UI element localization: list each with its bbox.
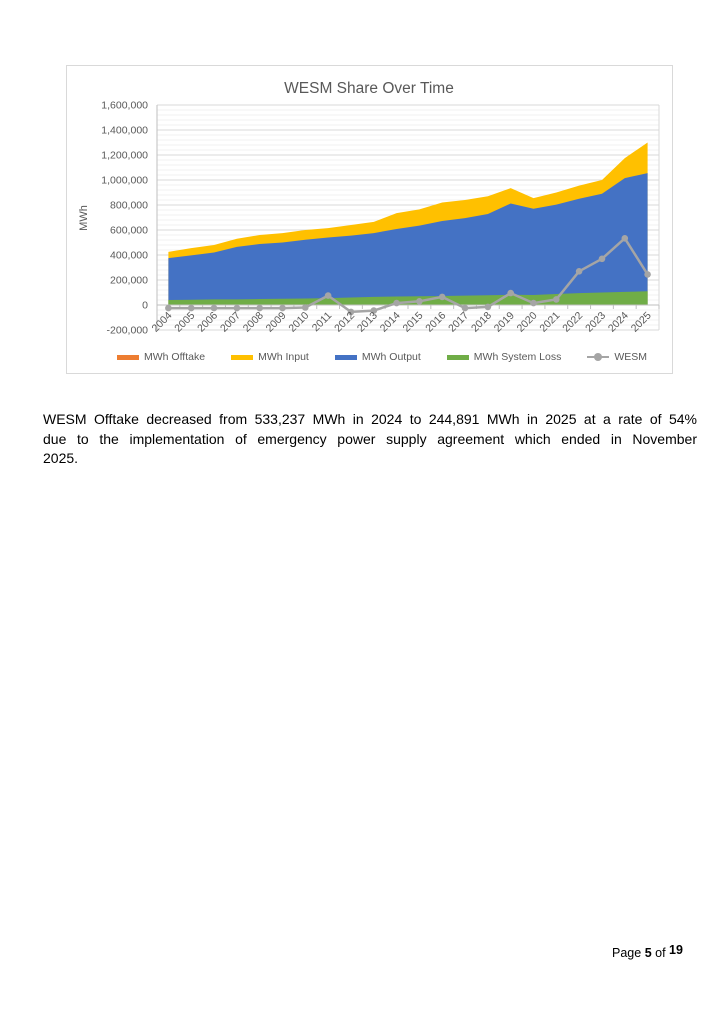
svg-text:2020: 2020 bbox=[515, 310, 540, 335]
wesm-marker bbox=[393, 299, 400, 307]
svg-text:-200,000: -200,000 bbox=[107, 325, 149, 337]
legend-label: MWh System Loss bbox=[473, 351, 562, 363]
svg-text:2022: 2022 bbox=[560, 310, 585, 335]
page-number-prefix: Page bbox=[612, 946, 642, 960]
svg-text:2008: 2008 bbox=[241, 310, 266, 335]
svg-text:2010: 2010 bbox=[286, 310, 311, 335]
svg-text:2025: 2025 bbox=[629, 310, 654, 335]
svg-text:1,400,000: 1,400,000 bbox=[101, 125, 148, 137]
svg-text:2017: 2017 bbox=[446, 310, 471, 335]
wesm-marker bbox=[461, 304, 469, 312]
paragraph-line: due to the implementation of emergency p… bbox=[43, 430, 697, 447]
svg-text:2014: 2014 bbox=[378, 310, 403, 335]
page-number-of: of bbox=[655, 946, 666, 960]
wesm-marker bbox=[416, 298, 423, 305]
svg-text:1,600,000: 1,600,000 bbox=[101, 100, 148, 112]
paragraph-line: 2025. bbox=[43, 450, 79, 466]
legend-item-mwh-output: MWh Output bbox=[334, 351, 421, 363]
y-axis-tick-labels: 1,600,000 1,400,000 1,200,000 1,000,000 800,… bbox=[101, 100, 148, 337]
page-number: Page 5 of 19 bbox=[612, 943, 683, 960]
wesm-marker bbox=[553, 296, 560, 303]
total-page-number: 19 bbox=[669, 943, 683, 957]
legend-item-mwh-input: MWh Input bbox=[231, 351, 309, 363]
wesm-marker bbox=[187, 304, 195, 312]
system-loss-swatch-icon bbox=[446, 354, 469, 360]
wesm-marker bbox=[438, 293, 446, 301]
wesm-line-series bbox=[165, 235, 651, 316]
paragraph-line: WESM Offtake decreased from 533,237 MWh … bbox=[43, 411, 697, 427]
y-axis-title: MWh bbox=[78, 205, 90, 231]
wesm-marker bbox=[302, 304, 309, 311]
legend-item-mwh-offtake: MWh Offtake bbox=[117, 351, 205, 363]
svg-text:1,200,000: 1,200,000 bbox=[101, 150, 148, 162]
legend-item-mwh-system-loss: MWh System Loss bbox=[446, 351, 562, 363]
svg-text:2024: 2024 bbox=[606, 310, 631, 335]
wesm-marker bbox=[370, 307, 378, 314]
stacked-area-series bbox=[168, 142, 648, 305]
x-axis-tick-labels: 2004200520062007200820092010201120122013… bbox=[150, 310, 654, 335]
wesm-marker bbox=[507, 289, 514, 297]
input-swatch-icon bbox=[231, 354, 254, 360]
svg-text:2004: 2004 bbox=[150, 310, 175, 335]
legend-label: MWh Offtake bbox=[144, 351, 206, 363]
wesm-marker bbox=[233, 304, 241, 312]
svg-text:1,000,000: 1,000,000 bbox=[101, 175, 148, 187]
svg-text:2009: 2009 bbox=[264, 310, 289, 335]
wesm-line-swatch-icon bbox=[587, 352, 610, 361]
legend-item-wesm: WESM bbox=[587, 351, 647, 363]
svg-text:400,000: 400,000 bbox=[110, 250, 148, 262]
legend-label: MWh Input bbox=[258, 351, 309, 363]
body-paragraph: WESM Offtake decreased from 533,237 MWh … bbox=[43, 410, 697, 469]
output-swatch-icon bbox=[334, 354, 357, 360]
wesm-share-chart: WESM Share Over Time 1,600,000 1,400,000 1… bbox=[66, 65, 673, 374]
svg-text:2021: 2021 bbox=[537, 310, 562, 335]
chart-canvas: WESM Share Over Time 1,600,0001,400,0001… bbox=[78, 80, 660, 337]
axis-lines bbox=[156, 105, 660, 330]
svg-text:2018: 2018 bbox=[469, 310, 494, 335]
wesm-marker bbox=[210, 304, 218, 312]
chart-legend: MWh Offtake MWh Input MWh Output MWh Sys… bbox=[67, 348, 672, 366]
svg-text:600,000: 600,000 bbox=[110, 225, 148, 237]
wesm-marker bbox=[575, 268, 583, 275]
wesm-marker bbox=[256, 304, 263, 312]
area-mwh-output bbox=[168, 173, 648, 305]
wesm-marker bbox=[279, 304, 286, 312]
svg-text:2015: 2015 bbox=[401, 310, 426, 335]
wesm-marker bbox=[644, 271, 651, 278]
svg-text:2016: 2016 bbox=[423, 310, 448, 335]
svg-text:800,000: 800,000 bbox=[110, 200, 148, 212]
wesm-marker bbox=[165, 304, 172, 312]
svg-text:2013: 2013 bbox=[355, 310, 380, 335]
svg-text:2019: 2019 bbox=[492, 310, 517, 335]
svg-text:2007: 2007 bbox=[218, 310, 243, 335]
legend-label: WESM bbox=[614, 351, 647, 363]
wesm-marker bbox=[598, 255, 606, 263]
chart-title: WESM Share Over Time bbox=[284, 80, 454, 97]
legend-label: MWh Output bbox=[361, 351, 421, 363]
wesm-line bbox=[168, 237, 649, 314]
wesm-marker bbox=[484, 303, 492, 311]
svg-text:2005: 2005 bbox=[172, 310, 197, 335]
wesm-marker bbox=[621, 235, 629, 242]
wesm-marker bbox=[530, 299, 537, 307]
svg-text:2006: 2006 bbox=[195, 310, 220, 335]
svg-text:200,000: 200,000 bbox=[110, 275, 148, 287]
wesm-marker bbox=[347, 308, 355, 316]
wesm-marker bbox=[324, 292, 332, 299]
svg-text:0: 0 bbox=[142, 300, 148, 312]
current-page-number: 5 bbox=[644, 946, 652, 960]
offtake-swatch-icon bbox=[117, 354, 139, 360]
svg-text:2023: 2023 bbox=[583, 310, 608, 335]
